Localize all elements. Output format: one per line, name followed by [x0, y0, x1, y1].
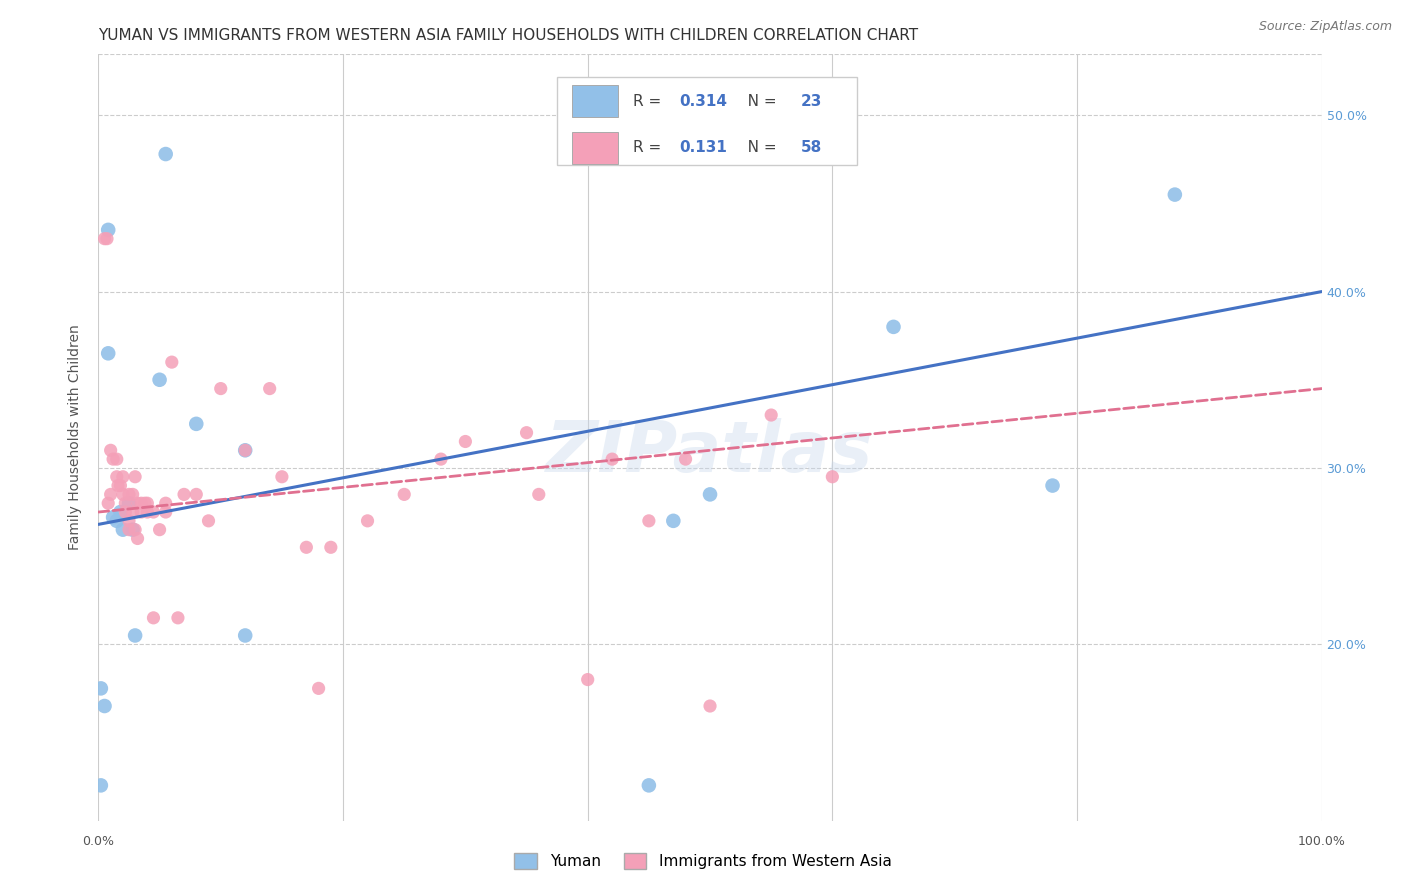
Point [134, 496, 156, 510]
Point [392, 487, 416, 501]
Point [107, 478, 129, 492]
Point [197, 514, 219, 528]
Text: R =: R = [633, 94, 666, 109]
Point [699, 698, 721, 713]
Point [93, 698, 115, 713]
Text: 0.314: 0.314 [679, 94, 727, 109]
Point [319, 541, 342, 555]
Point [155, 505, 177, 519]
Point [101, 452, 124, 467]
Point [155, 147, 177, 161]
FancyBboxPatch shape [557, 77, 856, 165]
Point [675, 452, 697, 467]
Point [97, 346, 120, 360]
Text: 0.131: 0.131 [679, 140, 727, 155]
Point [186, 487, 208, 501]
Point [110, 505, 132, 519]
Point [186, 417, 208, 431]
Point [233, 628, 256, 642]
Point [124, 628, 146, 642]
Point [111, 523, 134, 537]
Point [136, 505, 159, 519]
Text: 58: 58 [800, 140, 821, 155]
Point [637, 778, 661, 792]
Point [209, 382, 232, 396]
Point [96, 232, 118, 246]
Point [90, 778, 112, 792]
Point [129, 496, 152, 510]
Point [1042, 478, 1064, 492]
Point [527, 487, 550, 501]
Point [699, 487, 721, 501]
Point [259, 382, 281, 396]
Point [576, 673, 599, 687]
Point [114, 505, 136, 519]
Point [93, 232, 115, 246]
Text: N =: N = [734, 94, 782, 109]
Point [124, 469, 146, 483]
Text: 23: 23 [800, 94, 823, 109]
Point [118, 523, 141, 537]
Point [167, 611, 190, 625]
Text: Source: ZipAtlas.com: Source: ZipAtlas.com [1258, 20, 1392, 33]
Point [160, 355, 183, 369]
Point [121, 523, 143, 537]
Point [821, 469, 844, 483]
Point [100, 487, 122, 501]
Point [97, 496, 120, 510]
Point [1164, 187, 1187, 202]
Point [127, 496, 149, 510]
Point [101, 510, 124, 524]
Point [454, 434, 477, 449]
Point [761, 408, 783, 422]
Point [105, 514, 128, 528]
Point [883, 319, 905, 334]
Point [295, 541, 318, 555]
Point [515, 425, 537, 440]
Point [142, 611, 165, 625]
Point [118, 496, 141, 510]
FancyBboxPatch shape [572, 85, 619, 117]
Point [124, 523, 146, 537]
Point [149, 373, 172, 387]
Point [662, 514, 685, 528]
Point [233, 443, 256, 458]
Point [114, 496, 136, 510]
Point [97, 223, 120, 237]
Point [111, 487, 134, 501]
Point [100, 443, 122, 458]
Point [121, 505, 143, 519]
Legend: Yuman, Immigrants from Western Asia: Yuman, Immigrants from Western Asia [509, 847, 897, 875]
Point [118, 514, 141, 528]
Point [233, 443, 256, 458]
Point [149, 523, 172, 537]
Text: YUMAN VS IMMIGRANTS FROM WESTERN ASIA FAMILY HOUSEHOLDS WITH CHILDREN CORRELATIO: YUMAN VS IMMIGRANTS FROM WESTERN ASIA FA… [98, 28, 918, 43]
Text: 0.0%: 0.0% [83, 835, 114, 847]
Point [308, 681, 330, 696]
Point [118, 487, 141, 501]
Text: ZIPatlas: ZIPatlas [547, 418, 873, 487]
Point [136, 496, 159, 510]
Point [110, 478, 132, 492]
Point [270, 469, 294, 483]
Point [111, 469, 134, 483]
Y-axis label: Family Households with Children: Family Households with Children [69, 324, 83, 550]
FancyBboxPatch shape [572, 132, 619, 164]
Text: 100.0%: 100.0% [1298, 835, 1346, 847]
Point [155, 496, 177, 510]
Point [121, 487, 143, 501]
Point [127, 532, 149, 546]
Point [356, 514, 378, 528]
Point [90, 681, 112, 696]
Point [142, 505, 165, 519]
Text: R =: R = [633, 140, 666, 155]
Point [430, 452, 453, 467]
Point [173, 487, 195, 501]
Point [105, 452, 128, 467]
Point [637, 514, 661, 528]
Point [129, 505, 152, 519]
Text: N =: N = [734, 140, 782, 155]
Point [105, 469, 128, 483]
Point [600, 452, 623, 467]
